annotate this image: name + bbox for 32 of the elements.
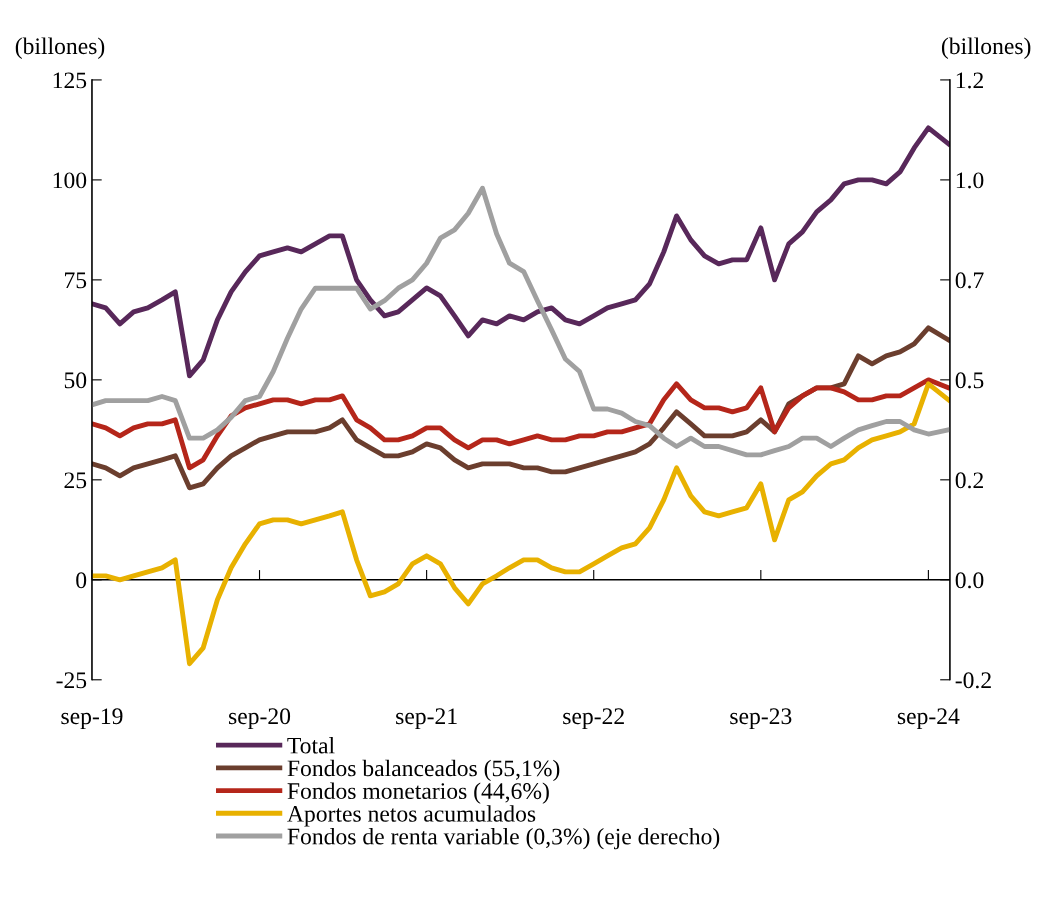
legend-label: Fondos balanceados (55,1%) bbox=[287, 759, 560, 782]
x-tick-label: sep-24 bbox=[897, 708, 960, 729]
y-tick-label: 125 bbox=[53, 72, 87, 89]
y-tick-label: 0 bbox=[76, 572, 87, 589]
y2-tick-label: 1.0 bbox=[956, 172, 984, 189]
x-tick-label: sep-22 bbox=[563, 708, 624, 729]
legend-label: Fondos monetarios (44,6%) bbox=[287, 782, 549, 804]
y-tick-label: 50 bbox=[64, 372, 87, 389]
y-tick-label: 25 bbox=[64, 472, 87, 489]
line-series bbox=[91, 381, 950, 667]
line-series bbox=[91, 125, 950, 379]
legend-label: Aportes netos acumulados bbox=[287, 805, 536, 827]
y2-tick-label: 0.5 bbox=[955, 372, 984, 389]
y-axis-title: (billones) bbox=[15, 37, 105, 59]
legend-label: Total bbox=[287, 736, 335, 754]
y2-tick-label: 0.0 bbox=[955, 572, 984, 589]
x-tick-label: sep-21 bbox=[396, 708, 457, 729]
y2-axis-title: (billones) bbox=[941, 37, 1031, 59]
x-tick-label: sep-23 bbox=[730, 708, 792, 729]
x-tick-label: sep-20 bbox=[229, 708, 291, 729]
y2-tick-label: 0.7 bbox=[955, 272, 984, 289]
legend-label: Fondos de renta variable (0,3%) (eje derecho) bbox=[287, 827, 720, 850]
line-series bbox=[91, 377, 950, 471]
y-tick-label: 100 bbox=[53, 172, 87, 189]
line-series bbox=[91, 325, 950, 491]
y-tick-label: -25 bbox=[56, 672, 87, 689]
x-tick-label: sep-19 bbox=[61, 708, 123, 729]
y2-tick-label: 0.2 bbox=[955, 472, 983, 489]
line-series bbox=[91, 185, 950, 458]
y-tick-label: 75 bbox=[65, 272, 87, 289]
y2-tick-label: 1.2 bbox=[956, 72, 983, 89]
y2-tick-label: -0.2 bbox=[955, 672, 991, 689]
